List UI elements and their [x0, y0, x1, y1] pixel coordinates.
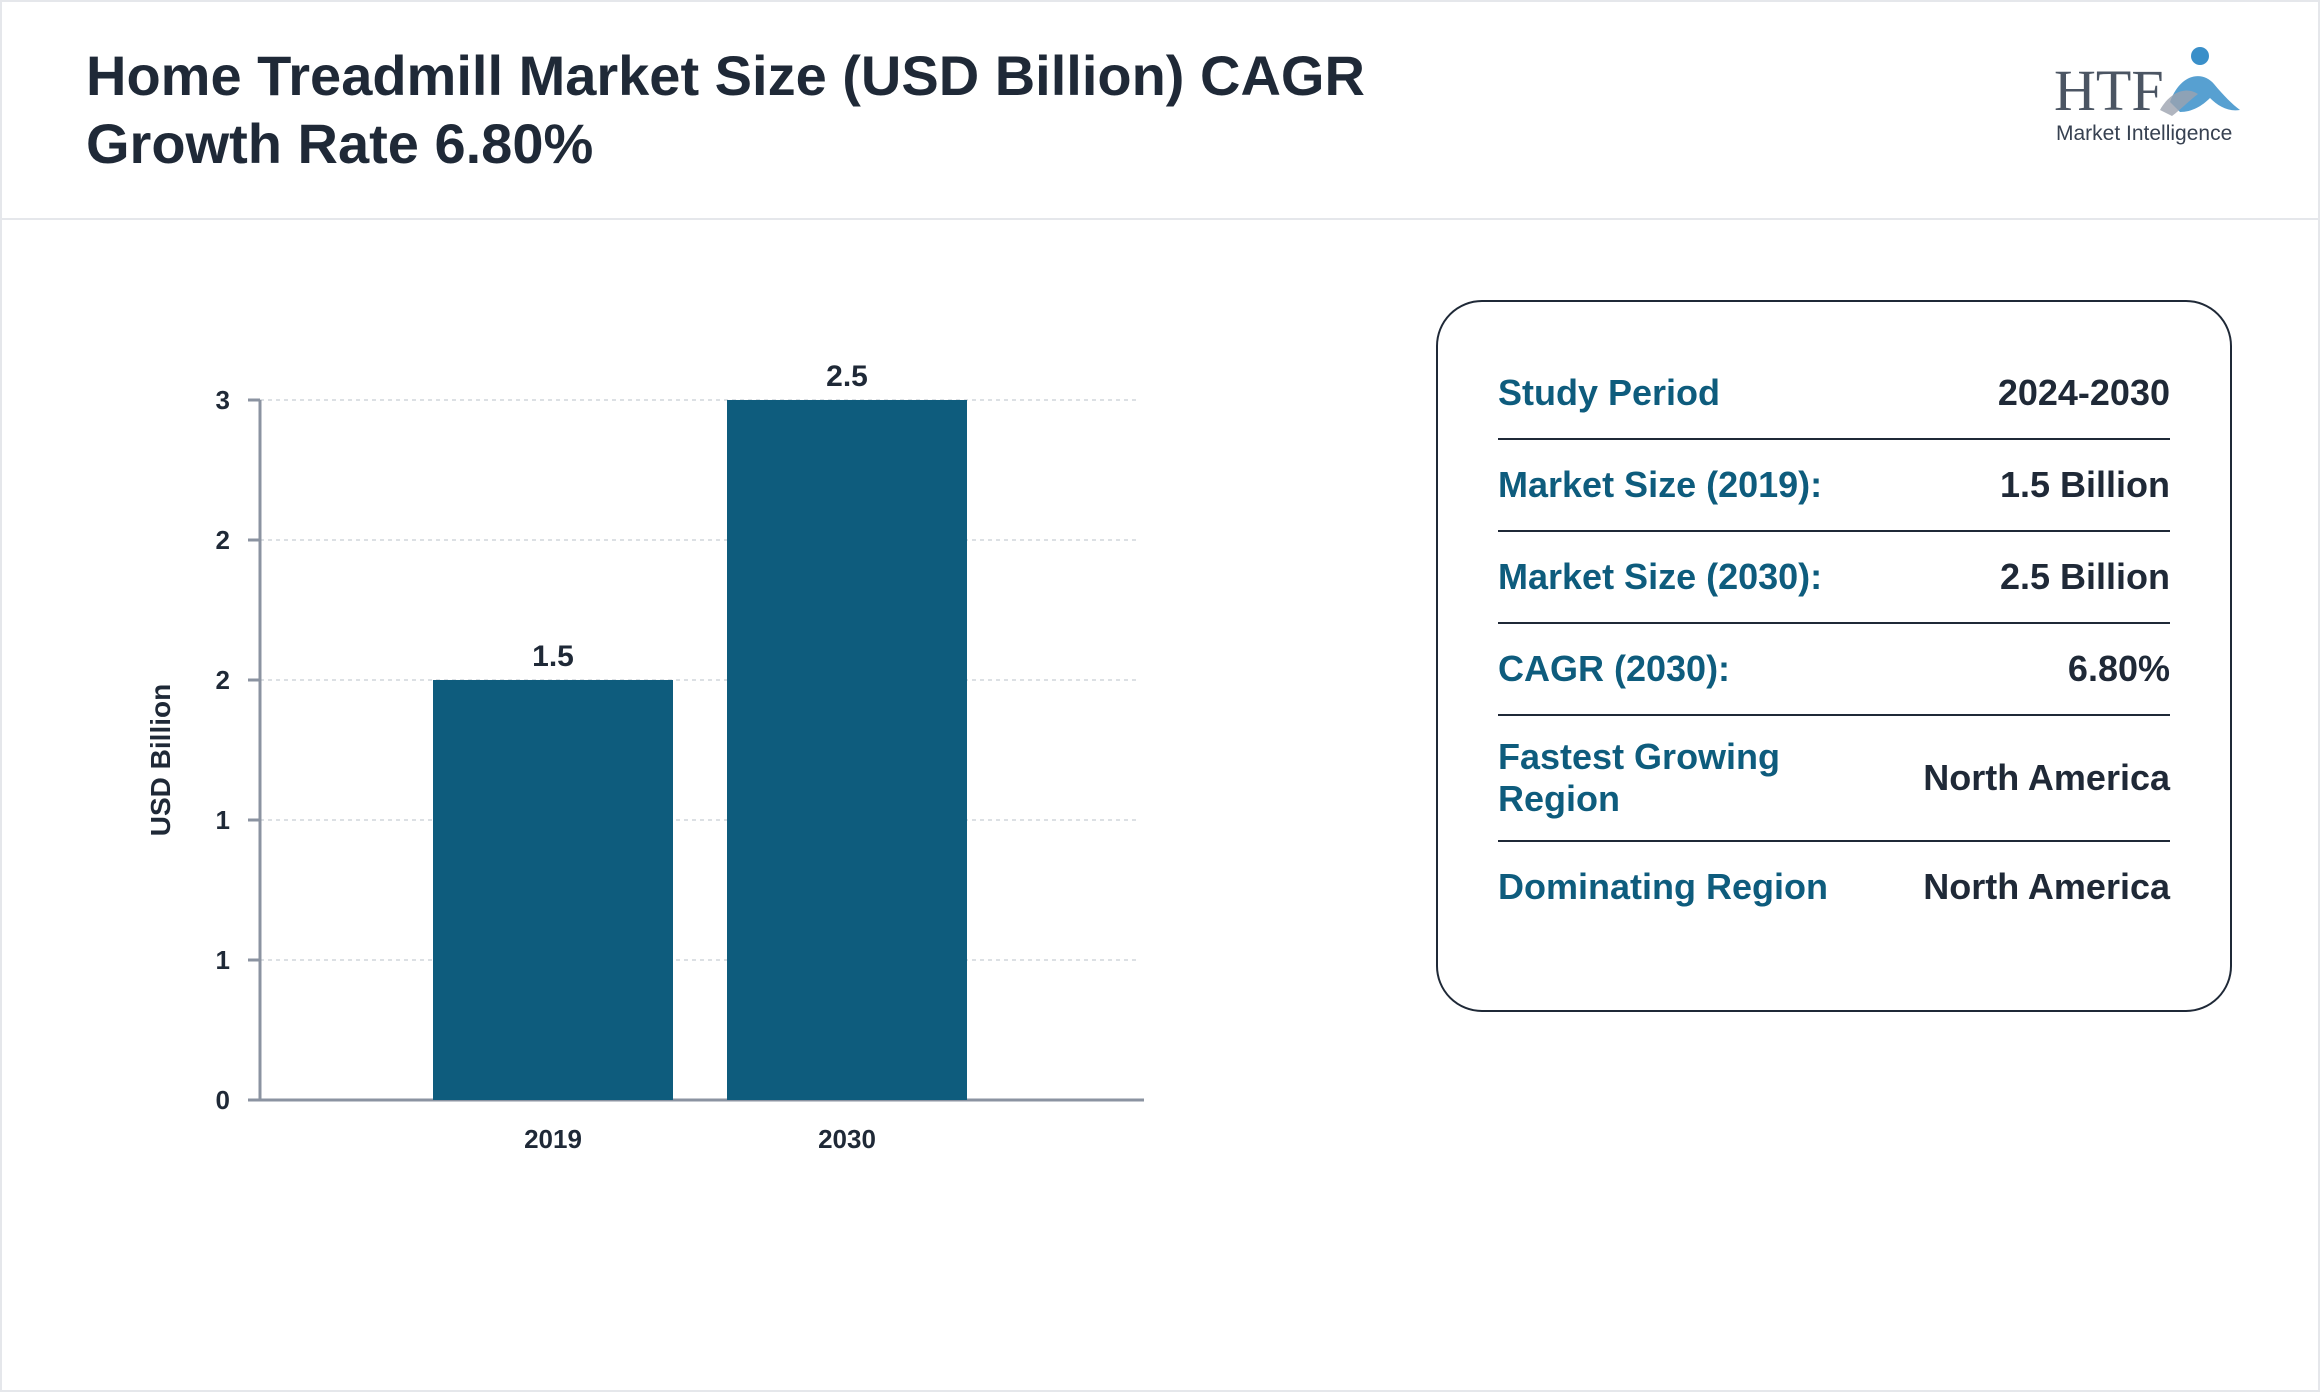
logo-figure-head — [2191, 47, 2209, 65]
x-tick-label-2030: 2030 — [818, 1124, 876, 1154]
info-value: North America — [1923, 866, 2170, 907]
info-value: 1.5 Billion — [1999, 464, 2170, 505]
info-value: 6.80% — [2067, 648, 2170, 689]
info-key: Fastest Growing Region — [1498, 736, 1781, 819]
x-tick-label-2019: 2019 — [524, 1124, 582, 1154]
logo-brand-text: HTF — [2054, 58, 2164, 123]
axis-layer: 0 1 1 2 2 3 USD Billion — [145, 385, 1144, 1115]
logo-figure-body — [2170, 76, 2240, 112]
info-row-market-size-2030: Market Size (2030): 2.5 Billion — [1498, 532, 2170, 624]
htf-logo: HTF Market Intelligence — [2052, 40, 2242, 150]
info-key: Study Period — [1498, 372, 1721, 413]
bar-2019 — [433, 680, 673, 1100]
info-value: North America — [1923, 757, 2170, 798]
data-label-2030: 2.5 — [826, 360, 868, 393]
market-info-card: Study Period 2024-2030 Market Size (2019… — [1436, 300, 2232, 1012]
info-key: Market Size (2030): — [1498, 556, 1823, 597]
y-tick-label: 2 — [216, 665, 230, 695]
info-row-fastest-growing-region: Fastest Growing Region North America — [1498, 716, 2170, 842]
grid-layer — [260, 399, 1140, 961]
info-key: Dominating Region — [1498, 866, 1828, 907]
info-row-dominating-region: Dominating Region North America — [1498, 842, 2170, 932]
y-tick-label: 3 — [216, 385, 230, 415]
y-axis-title: USD Billion — [145, 684, 176, 836]
info-row-study-period: Study Period 2024-2030 — [1498, 348, 2170, 440]
y-tick-label: 1 — [216, 945, 230, 975]
htf-logo-graphic: HTF Market Intelligence — [2054, 47, 2240, 145]
header: Home Treadmill Market Size (USD Billion)… — [2, 2, 2318, 220]
label-layer: 1.5 2019 2.5 2030 — [524, 360, 876, 1154]
info-row-market-size-2019: Market Size (2019): 1.5 Billion — [1498, 440, 2170, 532]
info-value: 2.5 Billion — [1999, 556, 2170, 597]
info-key: CAGR (2030): — [1498, 648, 1731, 689]
bar-chart: 0 1 1 2 2 3 USD Billion 1.5 2019 2.5 2030 — [130, 340, 1170, 1180]
y-tick-label: 2 — [216, 525, 230, 555]
y-tick-label: 1 — [216, 805, 230, 835]
bar-layer — [433, 400, 967, 1100]
bar-chart-svg: 0 1 1 2 2 3 USD Billion 1.5 2019 2.5 2030 — [145, 360, 1144, 1154]
info-row-cagr: CAGR (2030): 6.80% — [1498, 624, 2170, 716]
logo-tagline: Market Intelligence — [2056, 122, 2232, 145]
data-label-2019: 1.5 — [532, 640, 574, 673]
page-title: Home Treadmill Market Size (USD Billion)… — [86, 44, 1365, 175]
logo-swoosh — [2160, 90, 2198, 116]
info-key: Market Size (2019): — [1498, 464, 1823, 505]
bar-2030 — [727, 400, 967, 1100]
y-tick-label: 0 — [216, 1085, 230, 1115]
info-value: 2024-2030 — [1997, 372, 2170, 413]
